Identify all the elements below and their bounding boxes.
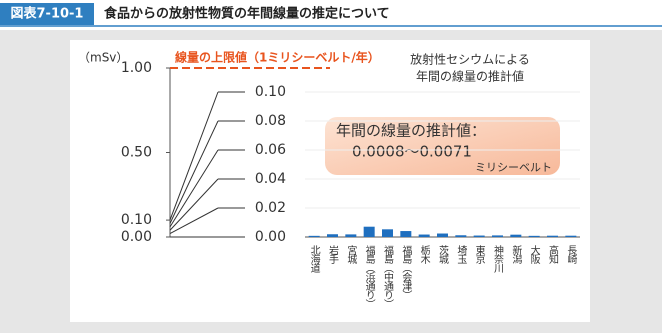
x-tick-label: 岩手 <box>327 244 339 265</box>
bar <box>528 235 540 237</box>
y-tick-label: 0.06 <box>255 142 286 158</box>
y-tick-label: 0.00 <box>121 229 152 245</box>
zoom-line <box>169 178 219 231</box>
y-tick-label: 0.04 <box>255 171 286 187</box>
left-axis-label: （mSv） <box>78 51 128 65</box>
x-tick-label: 北海道 <box>308 245 320 273</box>
y-tick-label: 0.10 <box>121 212 152 228</box>
bar <box>437 233 448 237</box>
bar <box>473 235 485 237</box>
y-tick-label: 0.02 <box>255 200 286 216</box>
x-tick-label: 新潟 <box>510 244 522 265</box>
zoom-line <box>169 149 219 228</box>
zoom-line <box>169 207 219 235</box>
bar <box>382 229 393 237</box>
y-tick-label: 0.10 <box>255 84 286 100</box>
y-tick-label: 0.00 <box>255 229 286 245</box>
x-tick-label: 埼玉 <box>455 244 467 264</box>
bar <box>510 234 522 237</box>
bar <box>418 234 430 237</box>
bar <box>547 235 558 237</box>
y-tick-label: 1.00 <box>121 60 152 76</box>
x-tick-label: 神奈川 <box>492 244 504 273</box>
bar <box>327 234 338 237</box>
bar <box>565 235 577 237</box>
zoom-line <box>169 120 219 224</box>
x-tick-label: 宮城 <box>345 244 357 265</box>
figure-label: 図表7-10-1 <box>11 6 84 22</box>
x-tick-label: 長崎 <box>565 245 577 264</box>
zoom-line <box>169 91 219 221</box>
x-tick-label: 大阪 <box>528 244 540 265</box>
y-tick-label: 0.08 <box>255 113 286 129</box>
bar <box>308 235 320 237</box>
bar <box>345 234 357 237</box>
chart-title: 食品からの放射性物質の年間線量の推定について <box>104 6 390 22</box>
annotation-box <box>325 117 560 175</box>
annotation: 0.0008～0.0071 <box>352 143 472 161</box>
bar <box>363 226 375 237</box>
x-tick-label: 福島（浜通り） <box>363 244 375 308</box>
x-tick-label: 栃木 <box>418 244 430 265</box>
bar <box>492 235 503 237</box>
x-tick-label: 福島（中通り） <box>382 244 394 308</box>
x-tick-label: 高知 <box>547 244 559 264</box>
limit-label: 線量の上限値（1ミリシーベルト/年） <box>175 50 380 65</box>
annotation: 年間の線量の推計値： <box>336 122 486 140</box>
x-tick-label: 東京 <box>473 244 485 265</box>
y-tick-label: 0.50 <box>121 145 152 161</box>
annotation: ミリシーベルト <box>475 161 552 174</box>
x-tick-label: 茨城 <box>437 244 449 265</box>
x-tick-label: 福島（会津） <box>400 244 412 299</box>
series-label: 年間の線量の推計値 <box>416 69 524 84</box>
bar <box>400 231 412 237</box>
label-box <box>0 3 94 25</box>
bar <box>455 235 467 237</box>
plot-panel <box>70 40 590 322</box>
series-label: 放射性セシウムによる <box>410 52 530 67</box>
